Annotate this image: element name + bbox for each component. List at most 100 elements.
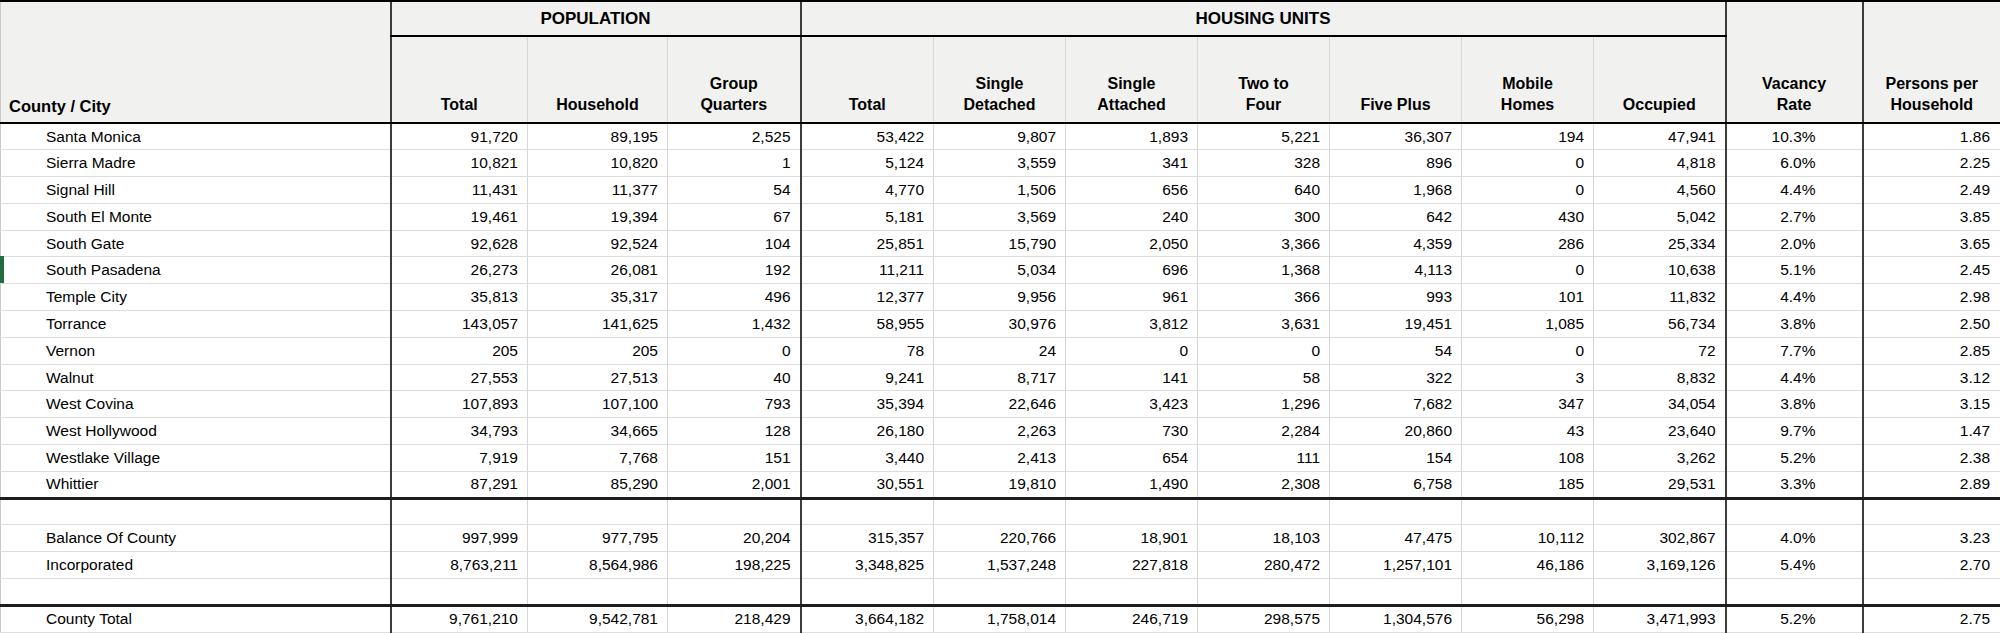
cell-value[interactable]: 205 (391, 337, 528, 364)
cell-value[interactable]: 141 (1066, 364, 1198, 391)
cell-value[interactable]: 20,204 (668, 525, 801, 552)
cell-value[interactable]: 5,034 (934, 257, 1066, 284)
cell-row-label[interactable]: Incorporated (1, 552, 391, 579)
cell-value[interactable]: 35,813 (391, 284, 528, 311)
cell-value[interactable]: 3.65 (1863, 230, 2000, 257)
cell-value[interactable]: 10,638 (1594, 257, 1726, 284)
cell-value[interactable] (528, 498, 668, 525)
cell-value[interactable]: 9,241 (801, 364, 934, 391)
cell-value[interactable]: 997,999 (391, 525, 528, 552)
cell-value[interactable] (1594, 498, 1726, 525)
column-header-vacancy-rate[interactable]: Vacancy Rate (1726, 1, 1863, 123)
cell-value[interactable]: 12,377 (801, 284, 934, 311)
cell-value[interactable]: 25,851 (801, 230, 934, 257)
cell-value[interactable]: 58 (1198, 364, 1330, 391)
cell-value[interactable]: 101 (1462, 284, 1594, 311)
cell-value[interactable] (1462, 498, 1594, 525)
cell-row-label[interactable]: Temple City (1, 284, 391, 311)
cell-row-label[interactable] (1, 579, 391, 606)
cell-value[interactable]: 30,551 (801, 471, 934, 498)
cell-value[interactable]: 10,820 (528, 150, 668, 177)
cell-value[interactable]: 993 (1330, 284, 1462, 311)
cell-value[interactable]: 347 (1462, 391, 1594, 418)
cell-value[interactable]: 5,221 (1198, 123, 1330, 150)
cell-value[interactable]: 654 (1066, 445, 1198, 472)
cell-value[interactable]: 11,832 (1594, 284, 1726, 311)
cell-value[interactable]: 198,225 (668, 552, 801, 579)
group-header-housing-units[interactable]: HOUSING UNITS (801, 1, 1726, 36)
cell-row-label[interactable]: Vernon (1, 337, 391, 364)
cell-value[interactable]: 5.1% (1726, 257, 1863, 284)
cell-value[interactable]: 218,429 (668, 605, 801, 632)
cell-value[interactable]: 366 (1198, 284, 1330, 311)
cell-value[interactable] (668, 579, 801, 606)
cell-value[interactable]: 34,054 (1594, 391, 1726, 418)
cell-value[interactable] (801, 498, 934, 525)
cell-value[interactable]: 328 (1198, 150, 1330, 177)
cell-value[interactable] (1462, 579, 1594, 606)
cell-value[interactable]: 3.3% (1726, 471, 1863, 498)
cell-value[interactable]: 10,112 (1462, 525, 1594, 552)
cell-value[interactable]: 5.4% (1726, 552, 1863, 579)
cell-value[interactable] (934, 498, 1066, 525)
cell-value[interactable]: 656 (1066, 177, 1198, 204)
cell-value[interactable]: 15,790 (934, 230, 1066, 257)
cell-value[interactable]: 4.4% (1726, 177, 1863, 204)
cell-value[interactable]: 8,763,211 (391, 552, 528, 579)
cell-value[interactable]: 0 (1066, 337, 1198, 364)
cell-row-label[interactable] (1, 498, 391, 525)
cell-value[interactable]: 143,057 (391, 311, 528, 338)
cell-value[interactable]: 54 (668, 177, 801, 204)
cell-value[interactable]: 2.70 (1863, 552, 2000, 579)
cell-value[interactable]: 4.4% (1726, 364, 1863, 391)
cell-value[interactable]: 2.45 (1863, 257, 2000, 284)
cell-value[interactable]: 1,257,101 (1330, 552, 1462, 579)
cell-value[interactable]: 1,968 (1330, 177, 1462, 204)
cell-value[interactable]: 4.4% (1726, 284, 1863, 311)
cell-value[interactable]: 430 (1462, 203, 1594, 230)
cell-value[interactable]: 341 (1066, 150, 1198, 177)
cell-value[interactable]: 107,100 (528, 391, 668, 418)
cell-value[interactable]: 34,665 (528, 418, 668, 445)
cell-value[interactable]: 246,719 (1066, 605, 1198, 632)
cell-value[interactable] (1726, 579, 1863, 606)
cell-value[interactable]: 27,553 (391, 364, 528, 391)
cell-value[interactable]: 3,471,993 (1594, 605, 1726, 632)
cell-value[interactable]: 1,506 (934, 177, 1066, 204)
cell-value[interactable]: 2,050 (1066, 230, 1198, 257)
cell-value[interactable]: 2,525 (668, 123, 801, 150)
cell-row-label[interactable]: Walnut (1, 364, 391, 391)
cell-value[interactable]: 1 (668, 150, 801, 177)
cell-value[interactable]: 2.0% (1726, 230, 1863, 257)
cell-value[interactable]: 5.2% (1726, 445, 1863, 472)
cell-value[interactable]: 25,334 (1594, 230, 1726, 257)
cell-value[interactable]: 19,461 (391, 203, 528, 230)
cell-value[interactable]: 47,941 (1594, 123, 1726, 150)
cell-value[interactable]: 27,513 (528, 364, 668, 391)
cell-value[interactable]: 0 (668, 337, 801, 364)
cell-value[interactable]: 29,531 (1594, 471, 1726, 498)
cell-value[interactable]: 10,821 (391, 150, 528, 177)
cell-value[interactable]: 240 (1066, 203, 1198, 230)
cell-value[interactable]: 793 (668, 391, 801, 418)
column-header-hu-mobile-homes[interactable]: Mobile Homes (1462, 36, 1594, 123)
cell-value[interactable]: 78 (801, 337, 934, 364)
cell-value[interactable]: 18,901 (1066, 525, 1198, 552)
cell-value[interactable]: 4,113 (1330, 257, 1462, 284)
cell-value[interactable]: 3,169,126 (1594, 552, 1726, 579)
cell-value[interactable]: 3,664,182 (801, 605, 934, 632)
cell-value[interactable]: 286 (1462, 230, 1594, 257)
cell-value[interactable]: 3,366 (1198, 230, 1330, 257)
cell-value[interactable]: 9,956 (934, 284, 1066, 311)
cell-value[interactable]: 0 (1462, 150, 1594, 177)
cell-value[interactable]: 280,472 (1198, 552, 1330, 579)
column-header-hu-two-to-four[interactable]: Two to Four (1198, 36, 1330, 123)
cell-value[interactable] (391, 579, 528, 606)
cell-value[interactable]: 977,795 (528, 525, 668, 552)
cell-value[interactable]: 2.85 (1863, 337, 2000, 364)
cell-row-label[interactable]: West Hollywood (1, 418, 391, 445)
cell-value[interactable]: 40 (668, 364, 801, 391)
cell-value[interactable]: 30,976 (934, 311, 1066, 338)
cell-value[interactable]: 1.86 (1863, 123, 2000, 150)
cell-value[interactable]: 496 (668, 284, 801, 311)
